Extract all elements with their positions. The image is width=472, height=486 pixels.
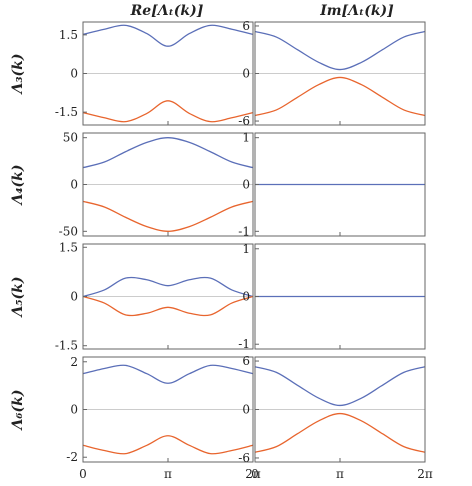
y-tick-label: 1.5	[59, 28, 78, 42]
y-tick-label: -1	[238, 224, 250, 238]
y-tick-label: -1.5	[55, 105, 78, 119]
y-tick-label: 6	[242, 354, 250, 368]
y-tick-label: -6	[238, 451, 250, 465]
series-line-blue	[254, 30, 426, 71]
y-tick-label: 0	[70, 178, 78, 192]
y-tick-label: 0	[242, 67, 250, 81]
series-line-orange	[82, 435, 254, 455]
row-label-4: Λ₄(k)	[10, 165, 26, 207]
y-tick-label: 0	[242, 178, 250, 192]
series-line-orange	[82, 100, 254, 123]
y-tick-label: 0	[70, 290, 78, 304]
panel-4-imag: 1 0 -1	[238, 131, 426, 238]
panel-5-real: 1.5 0 -1.5	[55, 240, 254, 353]
row-label-5: Λ₅(k)	[10, 277, 26, 319]
series-line-orange	[82, 295, 254, 317]
series-line-blue	[82, 137, 254, 169]
x-tick-label: 0	[79, 467, 87, 481]
series-line-blue	[82, 364, 254, 384]
y-tick-label: 1	[242, 131, 250, 145]
x-tick-label: 0	[251, 467, 259, 481]
y-tick-label: 0	[242, 290, 250, 304]
y-tick-label: 2	[70, 355, 78, 369]
y-tick-label: 0	[70, 403, 78, 417]
y-tick-label: -2	[66, 450, 78, 464]
series-line-blue	[82, 276, 254, 298]
panel-4-real: 50 0 -50	[59, 131, 254, 238]
x-tick-label: π	[336, 467, 344, 481]
y-tick-label: 6	[242, 19, 250, 33]
y-tick-label: 1	[242, 242, 250, 256]
series-line-blue	[254, 366, 426, 407]
panel-3-real: 1.5 0 -1.5	[55, 21, 254, 126]
panel-6-imag: 60-60 π 2π	[238, 354, 433, 481]
x-tick-label: 2π	[245, 467, 261, 481]
x-tick-label: 2π	[417, 467, 433, 481]
y-tick-label: 1.5	[59, 240, 78, 254]
panel-grid: Λ₃(k)Λ₄(k)Λ₅(k)Λ₆(k)1.50-1.560-6500-5010…	[10, 19, 433, 481]
series-line-orange	[254, 76, 426, 117]
y-tick-label: 0	[242, 403, 250, 417]
y-tick-label: -50	[59, 224, 78, 238]
row-label-6: Λ₆(k)	[10, 390, 26, 432]
series-line-blue	[82, 24, 254, 47]
column-title-imaginary: Im[Λₜ(k)]	[319, 3, 394, 19]
y-tick-label: -6	[238, 114, 250, 128]
panel-3-imag: 6 0 -6	[238, 19, 426, 128]
panel-6-real: 20-20 π 2π	[66, 355, 261, 481]
y-tick-label: 50	[63, 131, 78, 145]
y-tick-label: 0	[70, 67, 78, 81]
series-line-orange	[82, 200, 254, 232]
x-tick-label: π	[164, 467, 172, 481]
panel-5-imag: 1 0 -1	[238, 242, 426, 351]
column-title-real: Re[Λₜ(k)]	[130, 3, 204, 19]
y-tick-label: -1	[238, 337, 250, 351]
row-label-3: Λ₃(k)	[10, 54, 26, 96]
series-line-orange	[254, 412, 426, 453]
y-tick-label: -1.5	[55, 339, 78, 353]
